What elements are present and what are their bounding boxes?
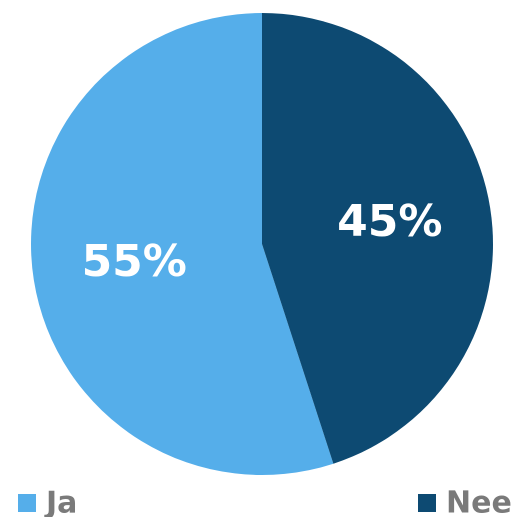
legend-label: Nee <box>446 486 512 517</box>
legend-swatch <box>418 494 436 512</box>
slice-label: 45% <box>337 196 442 247</box>
legend-label: Ja <box>44 486 77 517</box>
legend-swatch <box>18 494 36 512</box>
pie-slice <box>262 13 493 464</box>
pie-slice <box>30 13 334 476</box>
slice-label: 55% <box>82 236 187 287</box>
